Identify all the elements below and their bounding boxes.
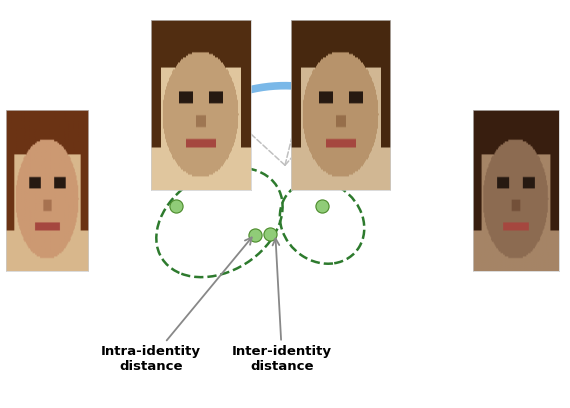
Point [250,231,259,238]
Point [171,203,180,209]
Text: Inter-identity
distance: Inter-identity distance [232,239,332,373]
Point [265,231,274,237]
Text: Intra-identity
distance: Intra-identity distance [101,237,252,373]
Point [317,203,327,209]
